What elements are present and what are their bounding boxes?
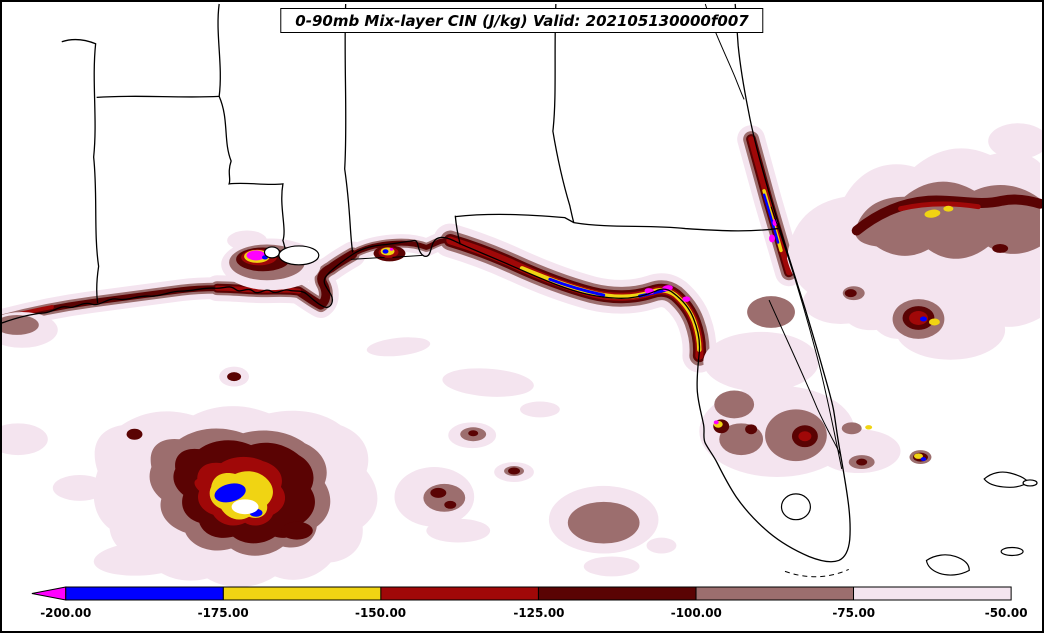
texas-louisiana-border: [61, 38, 100, 304]
louisiana-arkansas-border: [96, 95, 220, 99]
bahama-island-2: [925, 554, 970, 576]
mississippi-alabama-border: [344, 3, 354, 253]
louisiana-mississippi-border: [218, 96, 288, 253]
colorbar-segment-2: [380, 586, 539, 601]
bahamas-cin-specks: [909, 450, 996, 573]
mississippi-barrier-islands: [350, 254, 423, 260]
colorbar-segment-5: [853, 586, 1012, 601]
bahama-island-1: [983, 471, 1029, 488]
gulf-atlantic-coastline: [2, 3, 851, 563]
bahama-island-3: [1000, 546, 1024, 557]
colorbar: -200.00 -175.00 -150.00 -125.00 -100.00 …: [31, 586, 1028, 620]
bahama-island-4: [1022, 479, 1038, 487]
colorbar-tick-label-0: -200.00: [40, 606, 91, 620]
georgia-florida-border: [455, 213, 779, 232]
florida-east-coast-lagoon: [770, 206, 843, 470]
lake-maurepas: [263, 246, 281, 259]
alabama-florida-border: [454, 215, 461, 245]
islands: [350, 254, 1038, 578]
mississippi-river-upper: [217, 3, 221, 97]
colorbar-tick-label-3: -125.00: [513, 606, 564, 620]
lake-okeechobee: [780, 493, 811, 521]
florida-keys: [784, 568, 849, 578]
southwest-gulf-cin-maximum: [2, 312, 378, 588]
colorbar-tick-label-5: -75.00: [832, 606, 875, 620]
colorbar-tick-label-2: -150.00: [355, 606, 406, 620]
lakes: [263, 245, 811, 521]
colorbar-tick-label-4: -100.00: [671, 606, 722, 620]
colorbar-tick-label-6: -50.00: [985, 606, 1028, 620]
colorbar-segment-3: [537, 586, 697, 601]
colorbar-segment-1: [222, 586, 382, 601]
lake-pontchartrain: [278, 245, 320, 266]
colorbar-underflow-arrow: [31, 586, 67, 601]
st-johns-river: [768, 299, 842, 456]
colorbar-segment-0: [65, 586, 224, 601]
colorbar-tick-label-1: -175.00: [198, 606, 249, 620]
alabama-georgia-border: [552, 3, 575, 223]
coastlines-and-state-borders: [2, 3, 851, 563]
map-title: 0-90mb Mix-layer CIN (J/kg) Valid: 20210…: [295, 12, 749, 30]
map-title-box: 0-90mb Mix-layer CIN (J/kg) Valid: 20210…: [280, 8, 764, 33]
colorbar-segment-4: [695, 586, 855, 601]
scattered-gulf-cin-patches: [117, 337, 677, 577]
atlantic-cin-band: [786, 123, 1042, 360]
chandeleur-cin-core: [373, 245, 406, 262]
